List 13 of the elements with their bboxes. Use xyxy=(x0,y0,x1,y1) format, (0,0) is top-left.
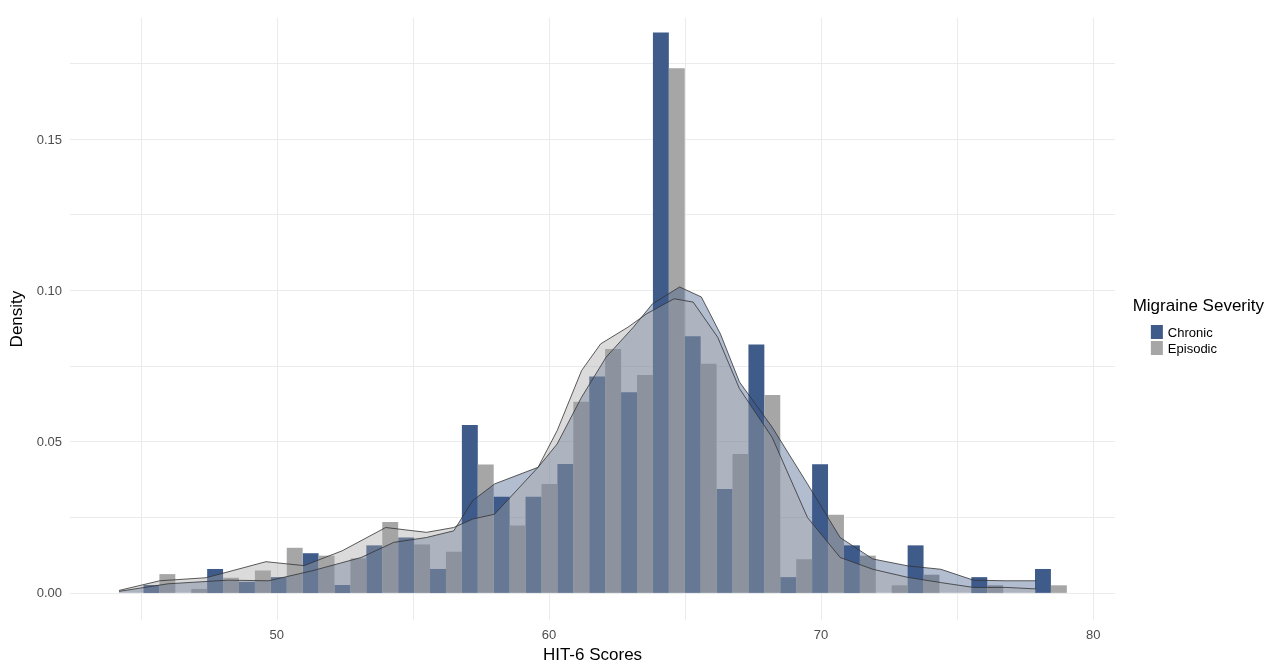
y-tick-label: 0.10 xyxy=(36,282,62,298)
y-axis-title: Density xyxy=(7,290,26,348)
y-tick-label: 0.15 xyxy=(36,131,62,147)
x-tick-label: 60 xyxy=(541,627,557,643)
x-tick-label: 50 xyxy=(269,627,285,643)
x-tick-label: 80 xyxy=(1085,627,1101,643)
legend-label: Chronic xyxy=(1167,324,1214,340)
legend-title: Migraine Severity xyxy=(1132,296,1265,315)
y-tick-label: 0.00 xyxy=(36,585,62,601)
x-axis-title: HIT-6 Scores xyxy=(542,645,643,664)
x-tick-label: 70 xyxy=(813,627,829,643)
y-tick-label: 0.05 xyxy=(36,434,62,450)
legend-label: Episodic xyxy=(1167,340,1218,356)
